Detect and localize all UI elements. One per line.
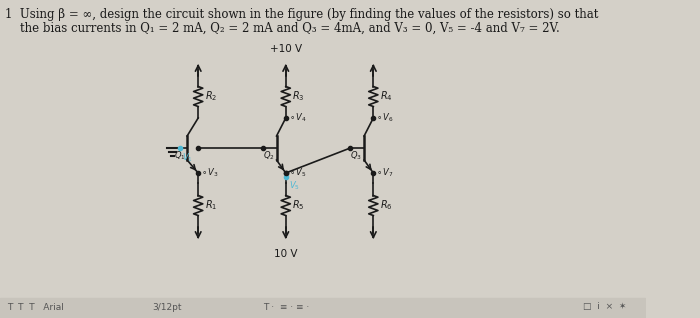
Text: 10 V: 10 V <box>274 249 298 259</box>
Text: $R_1$: $R_1$ <box>204 199 217 212</box>
Text: $\circ\,V_4$: $\circ\,V_4$ <box>288 112 307 124</box>
Text: $R_4$: $R_4$ <box>380 90 393 103</box>
Text: $Q_2$: $Q_2$ <box>263 150 274 162</box>
Text: $R_6$: $R_6$ <box>380 199 393 212</box>
Text: T  T  T   Arial: T T T Arial <box>8 302 64 312</box>
Text: $\circ\,V_6$: $\circ\,V_6$ <box>376 112 393 124</box>
Text: $R_3$: $R_3$ <box>292 90 304 103</box>
Text: $\circ\,V_7$: $\circ\,V_7$ <box>376 167 393 179</box>
Text: $\circ\,V_3$: $\circ\,V_3$ <box>201 167 218 179</box>
Text: $\circ\,V_5$: $\circ\,V_5$ <box>288 167 306 179</box>
Text: $Q_3$: $Q_3$ <box>351 150 363 162</box>
Text: $V_5$: $V_5$ <box>288 179 300 191</box>
Text: +10 V: +10 V <box>270 44 302 54</box>
Text: $Q_1$: $Q_1$ <box>174 150 186 162</box>
Text: 3/12pt: 3/12pt <box>152 302 181 312</box>
Text: 1  Using β = ∞, design the circuit shown in the figure (by finding the values of: 1 Using β = ∞, design the circuit shown … <box>5 8 598 21</box>
Text: $V_1$: $V_1$ <box>181 152 193 164</box>
Text: the bias currents in Q₁ = 2 mA, Q₂ = 2 mA and Q₃ = 4mA, and V₃ = 0, V₅ = -4 and : the bias currents in Q₁ = 2 mA, Q₂ = 2 m… <box>5 22 559 35</box>
Text: □  i  ×  ✶: □ i × ✶ <box>583 302 627 312</box>
Text: T ·  ≡ · ≡ ·: T · ≡ · ≡ · <box>262 302 309 312</box>
Text: $R_5$: $R_5$ <box>292 199 304 212</box>
Text: $R_2$: $R_2$ <box>204 90 217 103</box>
